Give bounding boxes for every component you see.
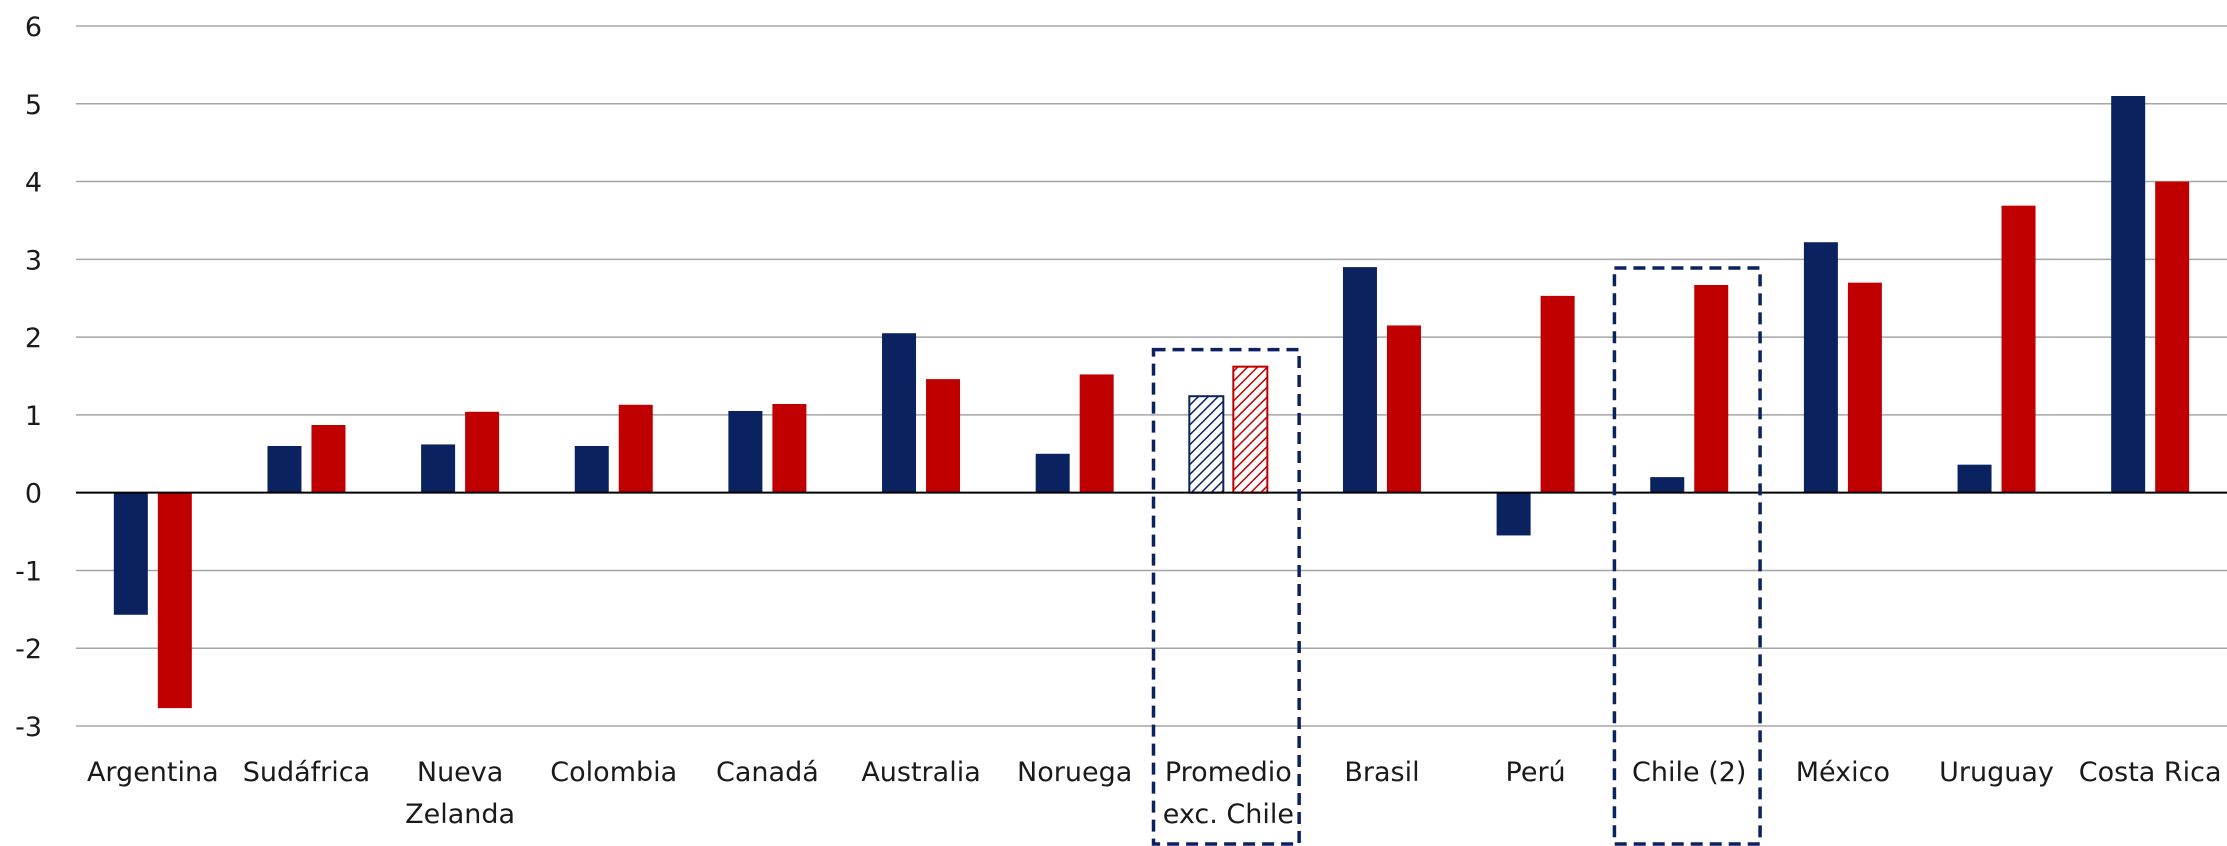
y-tick-label: 6 [25,12,42,43]
category-label: Colombia [550,757,677,788]
category-labels: Argentina Sudáfrica Nueva Zelanda Colombia Ca… [87,757,2222,830]
bar-series-1 [1035,453,1070,493]
category-label: Noruega [1017,757,1132,788]
category-label: México [1796,757,1890,788]
bar-series-1 [1342,267,1377,493]
y-tick-label: 2 [25,323,42,354]
y-tick-label: -3 [15,712,42,743]
bar-series-2 [1079,374,1114,493]
y-tick-label: 4 [25,168,42,199]
bar-series-2 [2155,181,2190,493]
bar-series-1 [728,411,763,493]
bars [113,96,2190,709]
bar-series-2 [1847,282,1882,493]
bar-series-2 [157,492,192,709]
category-label: Uruguay [1939,757,2054,788]
y-tick-label: -1 [15,556,42,587]
bar-series-2 [618,404,653,493]
highlight-box [1151,347,1301,846]
category-label: Sudáfrica [243,757,370,788]
category-label: Canadá [716,757,819,788]
bar-series-1 [1803,242,1838,493]
bar-series-1 [1650,477,1685,493]
highlight-boxes [1151,266,1762,846]
category-label: Nueva [417,757,503,788]
bar-series-1 [1188,395,1225,494]
y-tick-label: 3 [25,245,42,276]
bar-series-1 [2111,96,2146,493]
bar-series-2 [1694,285,1729,493]
y-tick-label: 0 [25,479,42,510]
bar-series-1 [421,444,456,493]
y-tick-label: 5 [25,90,42,121]
bar-series-1 [1957,464,1992,493]
category-label: Argentina [87,757,219,788]
gridlines [76,25,2227,727]
bar-series-1 [882,333,917,493]
bar-series-2 [311,425,346,493]
bar-series-2 [2001,205,2036,493]
bar-series-1 [113,492,148,615]
bar-series-1 [267,446,302,493]
category-label: Promedio [1165,757,1292,788]
y-tick-label: -2 [15,634,42,665]
bar-series-2 [772,404,807,493]
category-label: Brasil [1344,757,1419,788]
bar-series-1 [574,446,609,493]
category-label: Chile (2) [1632,757,1746,788]
category-label: exc. Chile [1163,799,1294,830]
bar-series-1 [1496,492,1531,536]
category-label: Perú [1506,757,1566,788]
bar-series-2 [465,411,500,493]
category-label: Zelanda [405,799,515,830]
y-axis-tick-labels: 6 5 4 3 2 1 0 -1 -2 -3 [15,12,42,743]
category-label: Costa Rica [2079,757,2222,788]
category-label: Australia [861,757,980,788]
y-tick-label: 1 [25,401,42,432]
bar-series-2 [926,379,961,493]
bar-series-2 [1386,325,1421,493]
bar-series-2 [1540,295,1575,493]
bar-series-2 [1232,365,1269,494]
